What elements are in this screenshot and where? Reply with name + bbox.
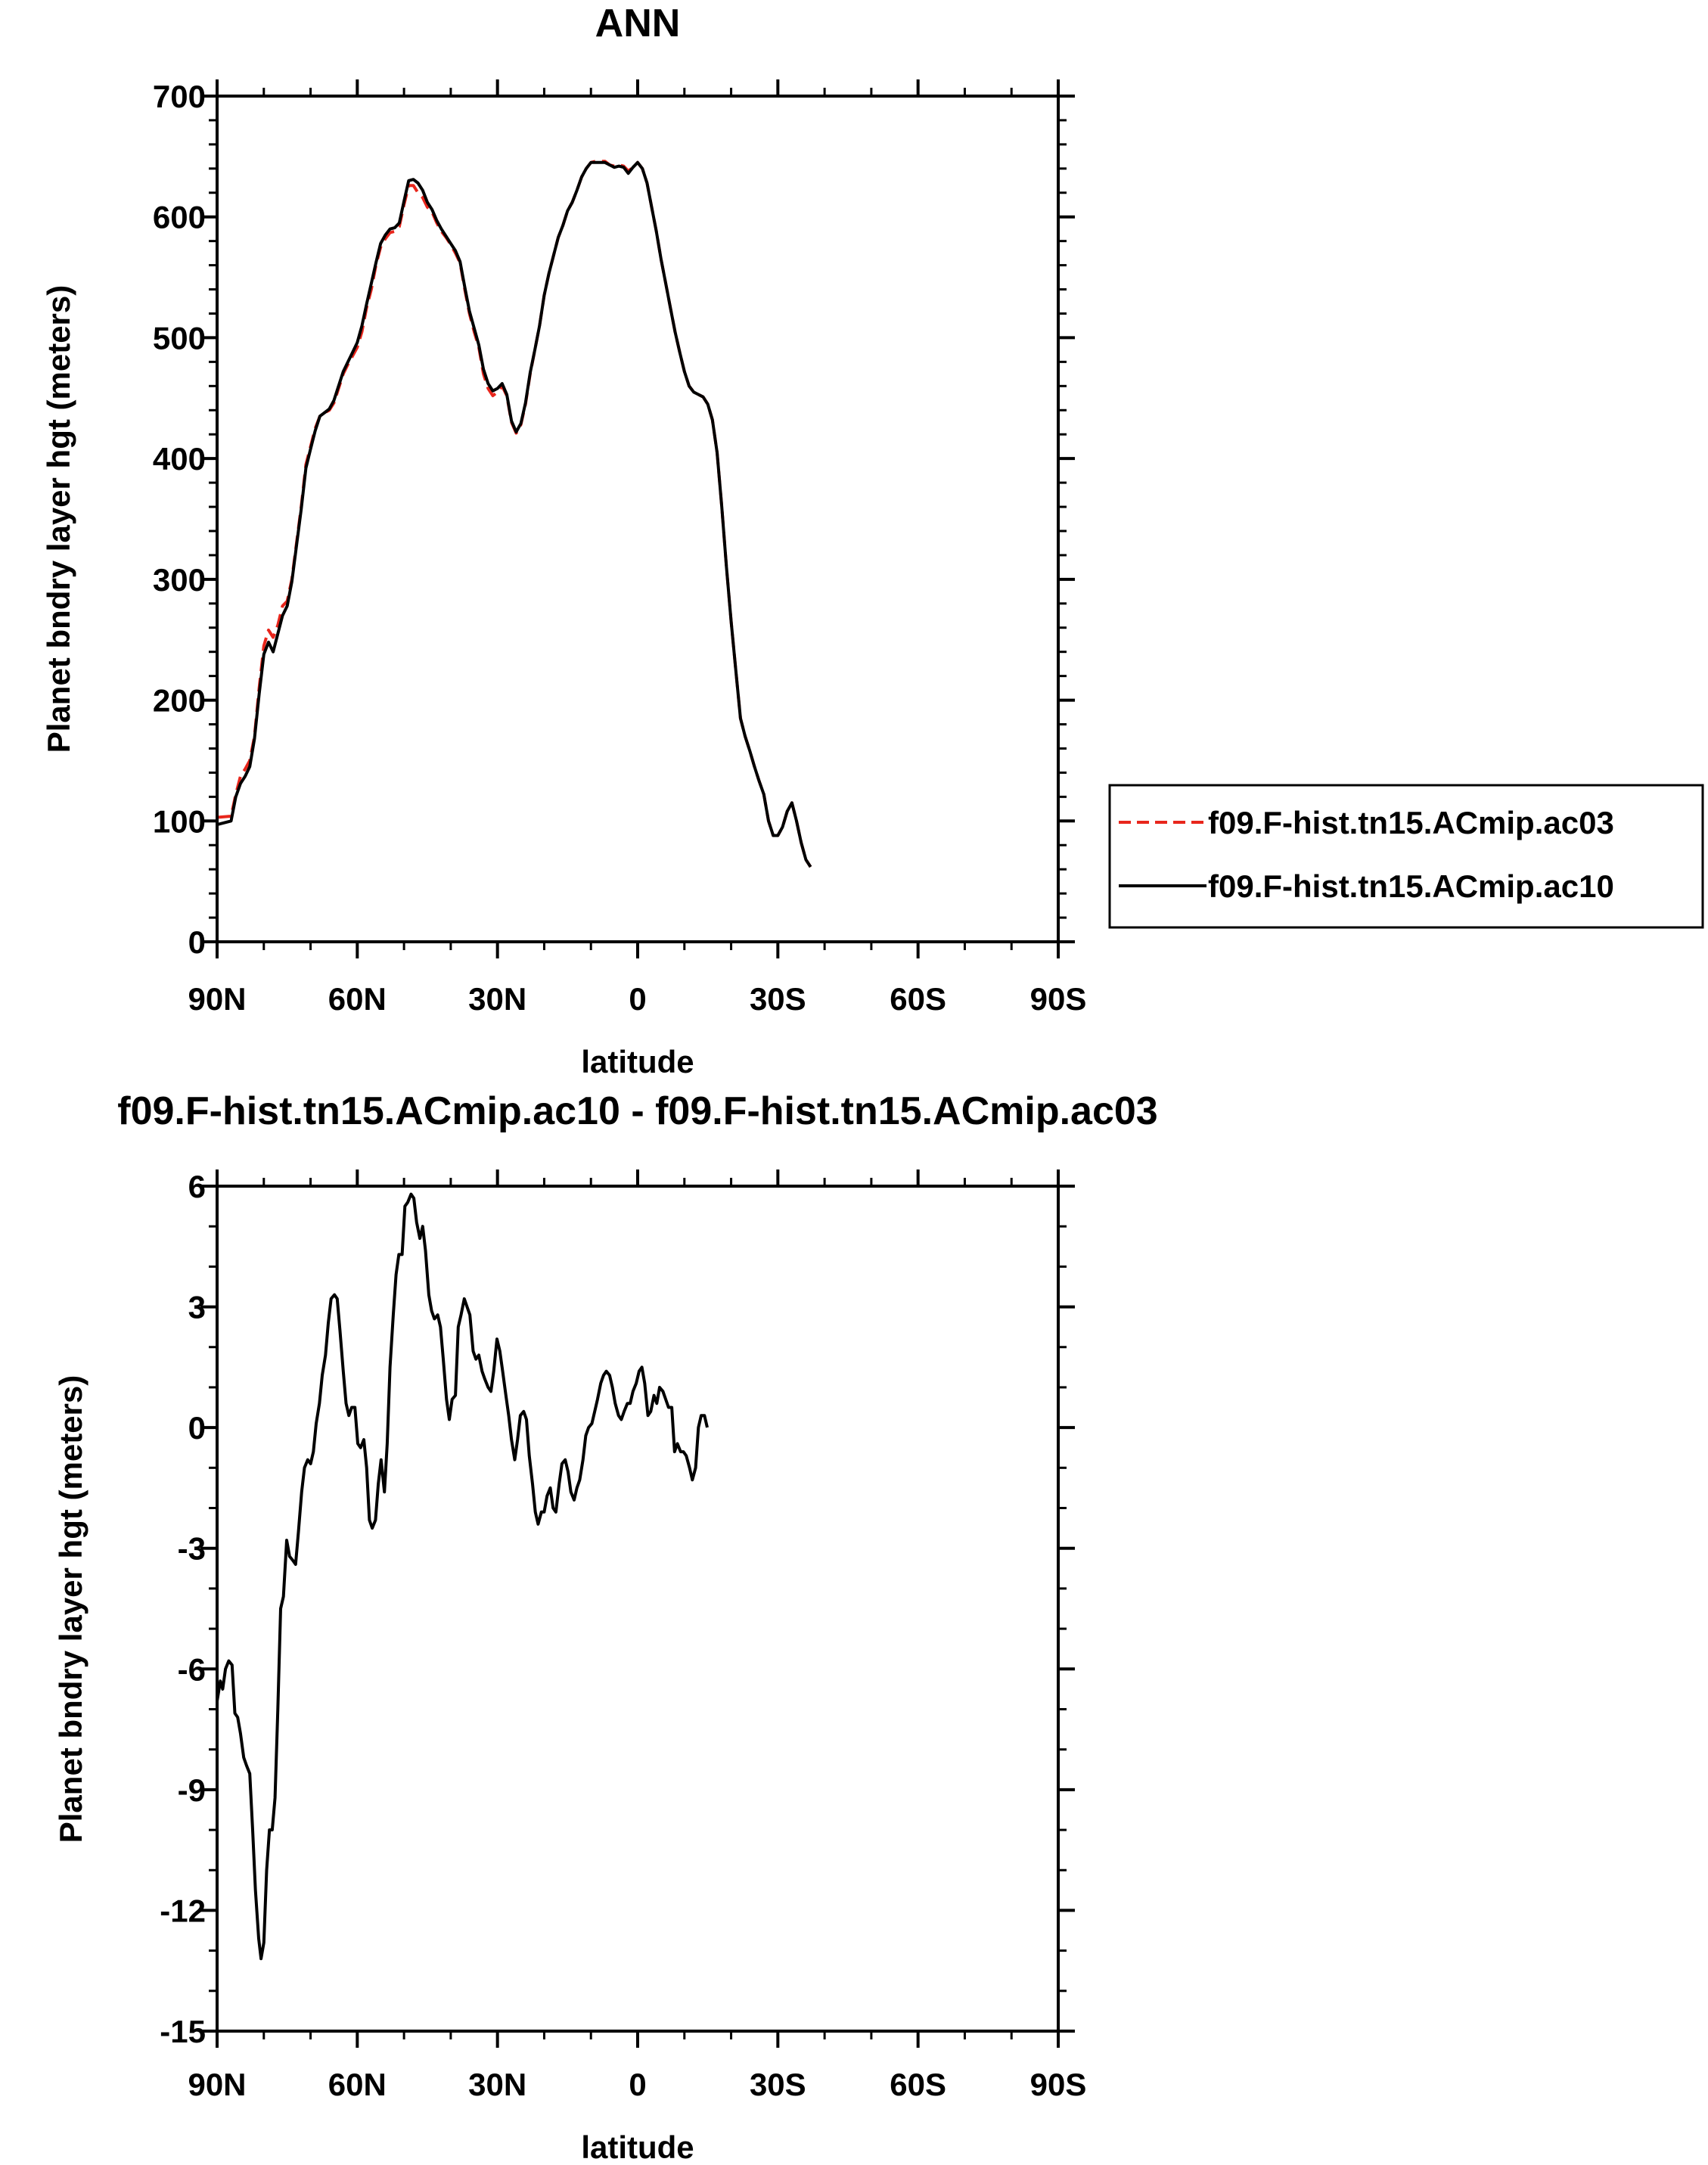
top-chart-x-tick-label: 60N: [328, 981, 387, 1017]
bottom-chart-panel: f09.F-hist.tn15.ACmip.ac10 - f09.F-hist.…: [53, 1089, 1158, 2165]
top-chart-x-tick-label: 30N: [468, 981, 526, 1017]
top-chart-y-tick-label: 500: [153, 320, 206, 356]
bottom-chart-y-tick-label: -12: [160, 1893, 206, 1928]
bottom-chart-x-tick-label: 30S: [750, 2067, 806, 2102]
top-chart-x-tick-label: 60S: [890, 981, 946, 1017]
top-chart-y-tick-label: 400: [153, 441, 206, 477]
top-chart-y-tick-label: 100: [153, 803, 206, 839]
bottom-chart-x-label: latitude: [581, 2129, 694, 2165]
bottom-chart-x-tick-label: 0: [629, 2067, 646, 2102]
bottom-chart-x-tick-label: 60S: [890, 2067, 946, 2102]
bottom-chart-x-tick-label: 90S: [1030, 2067, 1087, 2102]
bottom-chart-title: f09.F-hist.tn15.ACmip.ac10 - f09.F-hist.…: [117, 1089, 1157, 1133]
top-chart-x-label: latitude: [581, 1044, 694, 1079]
top-chart-series: [216, 160, 812, 868]
legend-label-ac10: f09.F-hist.tn15.ACmip.ac10: [1208, 868, 1614, 904]
bottom-chart-series-line-0: [216, 1192, 709, 1961]
top-chart-y-tick-label: 0: [188, 924, 206, 960]
top-chart-series-line-1: [216, 160, 812, 868]
top-chart-y-label: Planet bndry layer hgt (meters): [41, 285, 76, 753]
bottom-chart-y-tick-label: -6: [178, 1651, 206, 1687]
legend-box: [1108, 784, 1704, 929]
bottom-chart-x-tick-label: 30N: [468, 2067, 526, 2102]
bottom-chart-y-tick-label: 0: [188, 1410, 206, 1446]
top-chart-x-tick-label: 0: [629, 981, 646, 1017]
bottom-chart-y-tick-label: 3: [188, 1290, 206, 1325]
legend-label-ac03: f09.F-hist.tn15.ACmip.ac03: [1208, 805, 1614, 840]
top-chart-y-tick-label: 300: [153, 562, 206, 598]
bottom-chart-y-tick-label: -9: [178, 1772, 206, 1808]
top-chart-ticks: 0 100 200 300 400 500 600 700 90N 60N 30N 0 30S 60S 90…: [153, 79, 1086, 1017]
top-chart-x-tick-label: 90S: [1030, 981, 1087, 1017]
bottom-chart-y-tick-label: -3: [178, 1531, 206, 1567]
bottom-chart-ticks: -15 -12 -9 -6 -3 0 3 6 90N 60N 30N 0 30S 60S 90S: [160, 1169, 1086, 2102]
bottom-chart-plot-frame: [216, 1185, 1060, 2033]
top-chart-y-tick-label: 700: [153, 79, 206, 114]
bottom-chart-y-tick-label: 6: [188, 1169, 206, 1204]
top-chart-y-tick-label: 200: [153, 683, 206, 719]
top-chart-x-tick-label: 30S: [750, 981, 806, 1017]
top-chart-title: ANN: [595, 2, 681, 45]
bottom-chart-x-tick-label: 90N: [188, 2067, 246, 2102]
top-chart-y-tick-label: 600: [153, 200, 206, 235]
top-chart-x-tick-label: 90N: [188, 981, 246, 1017]
bottom-chart-y-label: Planet bndry layer hgt (meters): [53, 1375, 89, 1844]
legend: f09.F-hist.tn15.ACmip.ac03 f09.F-hist.tn…: [1108, 784, 1704, 929]
top-chart-plot-frame: [216, 95, 1060, 943]
bottom-chart-series: [216, 1192, 709, 1961]
bottom-chart-x-tick-label: 60N: [328, 2067, 387, 2102]
bottom-chart-y-tick-label: -15: [160, 2014, 206, 2049]
top-chart-panel: ANN Planet bndry layer hgt (meters) lati…: [41, 2, 1704, 1079]
